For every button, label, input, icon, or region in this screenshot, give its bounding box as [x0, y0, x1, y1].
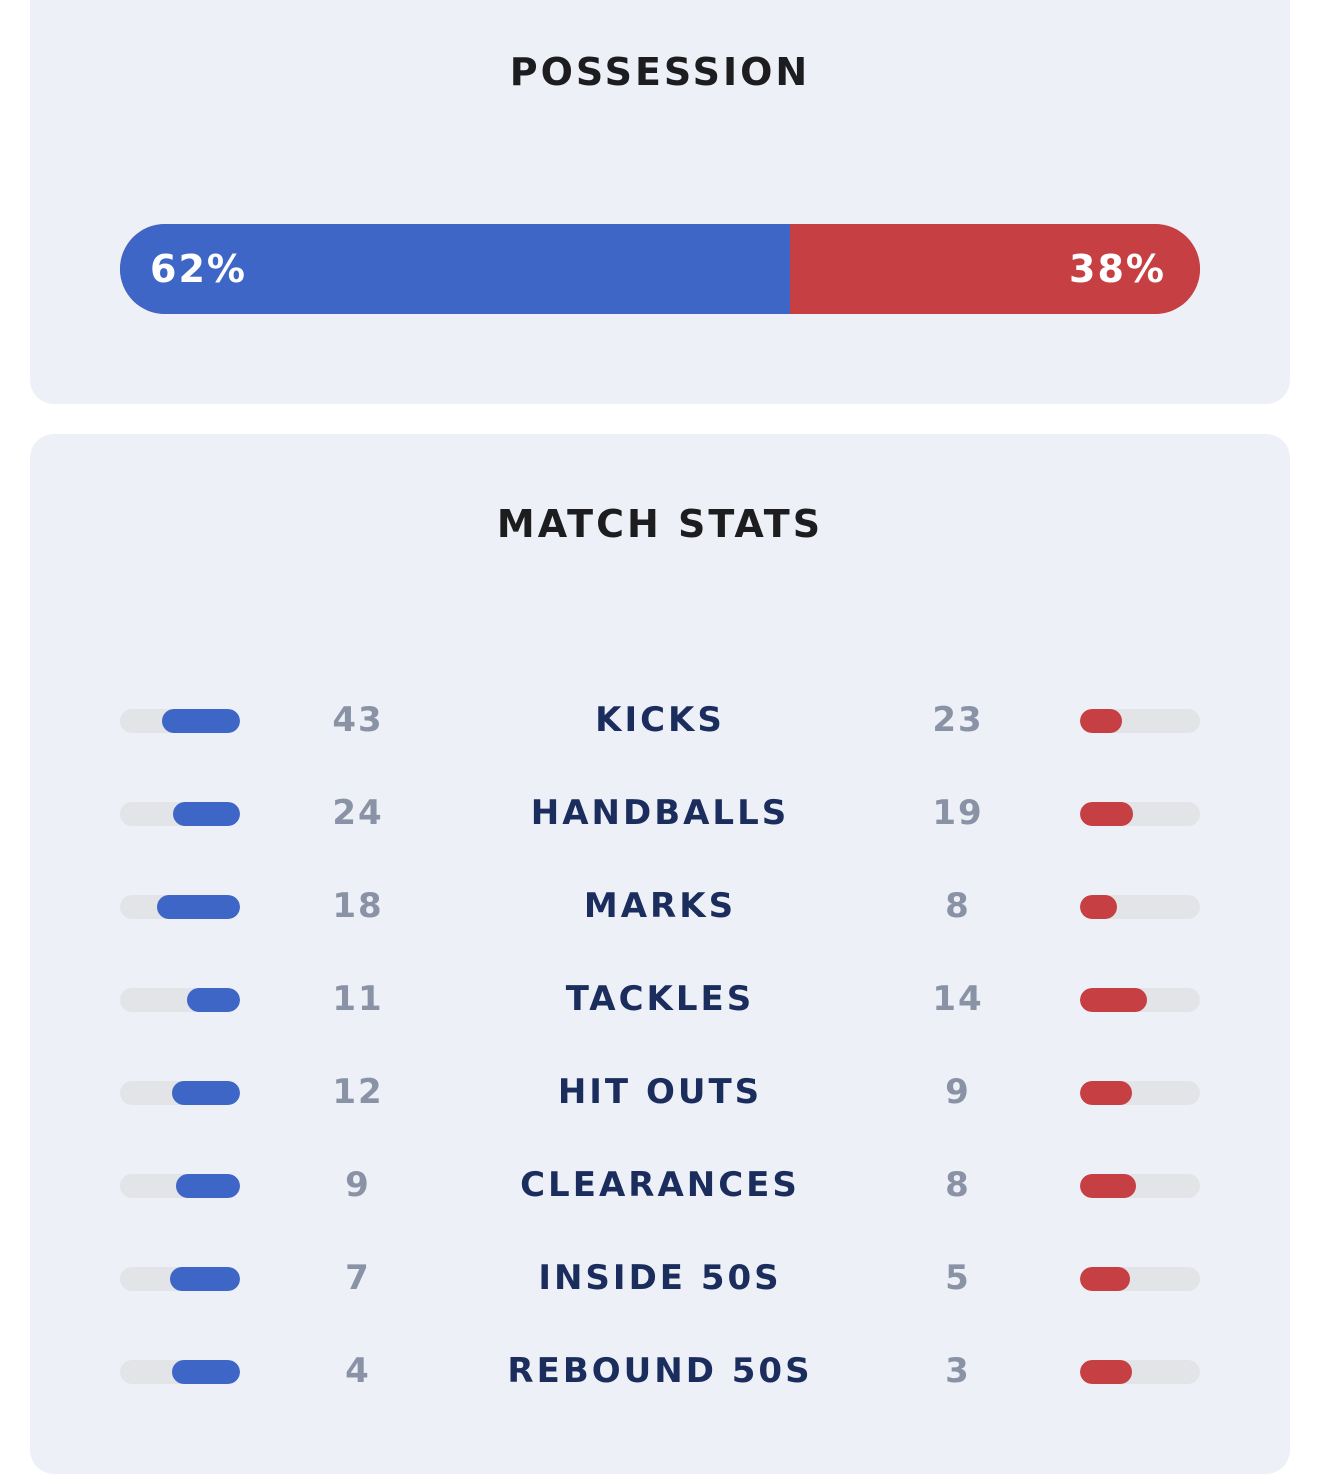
- possession-home-segment: 62%: [120, 224, 790, 314]
- home-stat-bar: [120, 1081, 240, 1105]
- home-stat-value: 12: [332, 1072, 384, 1112]
- home-stat-bar-fill: [157, 895, 240, 919]
- stat-row: 18 MARKS 8: [30, 860, 1290, 953]
- match-stats-title: MATCH STATS: [496, 502, 824, 546]
- home-stat-value: 4: [345, 1351, 371, 1391]
- home-stat-value: 11: [332, 979, 384, 1019]
- away-stat-bar-fill: [1080, 1174, 1137, 1198]
- away-stat-bar-fill: [1080, 1081, 1132, 1105]
- home-stat-bar-fill: [171, 1081, 240, 1105]
- stat-label: KICKS: [595, 700, 725, 740]
- possession-away-percent: 38%: [1069, 247, 1166, 291]
- home-stat-value: 7: [345, 1258, 371, 1298]
- stat-label: REBOUND 50S: [507, 1351, 813, 1391]
- stat-row: 43 KICKS 23: [30, 674, 1290, 767]
- home-stat-bar: [120, 802, 240, 826]
- match-stats-card: MATCH STATS 43 KICKS 23 24 HANDBALLS 19 18 MARK…: [30, 434, 1290, 1474]
- away-stat-bar: [1080, 1360, 1200, 1384]
- stat-label: TACKLES: [565, 979, 755, 1019]
- possession-title: POSSESSION: [509, 50, 811, 94]
- away-stat-bar: [1080, 1174, 1200, 1198]
- away-stat-value: 19: [932, 793, 984, 833]
- possession-bar: 62% 38%: [120, 224, 1200, 314]
- away-stat-bar-fill: [1080, 802, 1133, 826]
- home-stat-bar: [120, 1267, 240, 1291]
- possession-card: POSSESSION 62% 38%: [30, 0, 1290, 404]
- possession-home-percent: 62%: [150, 247, 247, 291]
- home-stat-bar: [120, 1360, 240, 1384]
- away-stat-bar: [1080, 988, 1200, 1012]
- home-stat-value: 24: [332, 793, 384, 833]
- home-stat-bar-fill: [171, 1360, 240, 1384]
- stat-label: HIT OUTS: [557, 1072, 763, 1112]
- home-stat-value: 43: [332, 700, 384, 740]
- stat-label: MARKS: [583, 886, 737, 926]
- home-stat-bar-fill: [172, 802, 240, 826]
- home-stat-bar-fill: [162, 709, 240, 733]
- home-stat-value: 9: [345, 1165, 371, 1205]
- away-stat-bar: [1080, 802, 1200, 826]
- home-stat-bar-fill: [176, 1174, 240, 1198]
- away-stat-value: 23: [932, 700, 984, 740]
- home-stat-value: 18: [332, 886, 384, 926]
- home-stat-bar: [120, 988, 240, 1012]
- match-stats-list: 43 KICKS 23 24 HANDBALLS 19 18 MARKS 8 11 TACKLES 1…: [30, 674, 1290, 1418]
- stat-row: 11 TACKLES 14: [30, 953, 1290, 1046]
- stat-label: INSIDE 50S: [538, 1258, 782, 1298]
- possession-away-segment: 38%: [789, 224, 1200, 314]
- stat-row: 12 HIT OUTS 9: [30, 1046, 1290, 1139]
- home-stat-bar: [120, 709, 240, 733]
- away-stat-value: 5: [945, 1258, 971, 1298]
- stat-row: 9 CLEARANCES 8: [30, 1139, 1290, 1232]
- stat-row: 4 REBOUND 50S 3: [30, 1325, 1290, 1418]
- home-stat-bar-fill: [187, 988, 240, 1012]
- away-stat-bar-fill: [1080, 988, 1148, 1012]
- away-stat-bar-fill: [1080, 709, 1122, 733]
- home-stat-bar-fill: [170, 1267, 240, 1291]
- away-stat-bar-fill: [1080, 895, 1118, 919]
- stat-row: 24 HANDBALLS 19: [30, 767, 1290, 860]
- away-stat-value: 9: [945, 1072, 971, 1112]
- stat-row: 7 INSIDE 50S 5: [30, 1232, 1290, 1325]
- away-stat-bar: [1080, 1081, 1200, 1105]
- away-stat-bar: [1080, 709, 1200, 733]
- away-stat-value: 14: [932, 979, 984, 1019]
- away-stat-value: 8: [945, 1165, 971, 1205]
- away-stat-bar-fill: [1080, 1360, 1132, 1384]
- home-stat-bar: [120, 1174, 240, 1198]
- away-stat-bar: [1080, 1267, 1200, 1291]
- home-stat-bar: [120, 895, 240, 919]
- away-stat-value: 8: [945, 886, 971, 926]
- away-stat-bar: [1080, 895, 1200, 919]
- away-stat-value: 3: [945, 1351, 971, 1391]
- away-stat-bar-fill: [1080, 1267, 1131, 1291]
- stat-label: HANDBALLS: [530, 793, 790, 833]
- stat-label: CLEARANCES: [520, 1165, 800, 1205]
